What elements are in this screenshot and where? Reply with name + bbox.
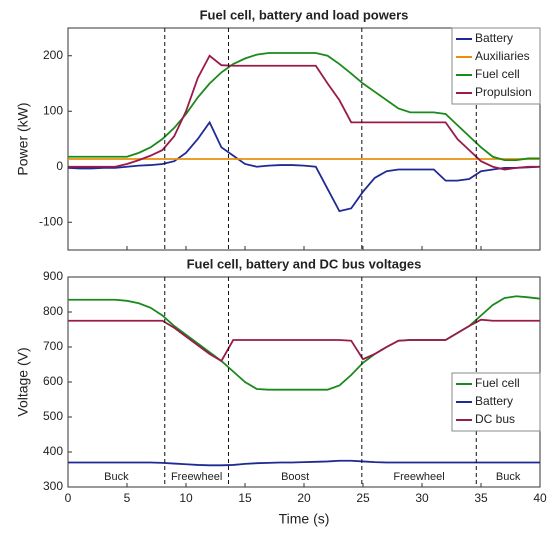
y-tick-label: 500 bbox=[43, 409, 63, 423]
legend-label: Fuel cell bbox=[475, 376, 520, 390]
legend-label: DC bus bbox=[475, 412, 515, 426]
legend-label: Fuel cell bbox=[475, 67, 520, 81]
x-tick-label: 20 bbox=[297, 491, 311, 505]
y-tick-label: 400 bbox=[43, 444, 63, 458]
series-line bbox=[68, 459, 540, 467]
y-tick-label: 700 bbox=[43, 339, 63, 353]
series-line bbox=[68, 54, 540, 171]
y-tick-label: 200 bbox=[43, 48, 63, 62]
region-label: Freewheel bbox=[393, 471, 444, 483]
legend-label: Propulsion bbox=[475, 85, 532, 99]
y-tick-label: 800 bbox=[43, 304, 63, 318]
region-label: Freewheel bbox=[171, 471, 222, 483]
region-label: Buck bbox=[496, 471, 521, 483]
y-tick-label: 300 bbox=[43, 479, 63, 493]
chart-title: Fuel cell, battery and load powers bbox=[200, 7, 409, 22]
series-line bbox=[68, 52, 540, 161]
x-tick-label: 10 bbox=[179, 491, 193, 505]
series-line bbox=[68, 318, 540, 363]
y-tick-label: 900 bbox=[43, 269, 63, 283]
legend-label: Auxiliaries bbox=[475, 49, 530, 63]
y-axis-label: Voltage (V) bbox=[15, 347, 31, 416]
y-tick-label: 600 bbox=[43, 374, 63, 388]
legend-label: Battery bbox=[475, 31, 513, 45]
x-tick-label: 35 bbox=[474, 491, 488, 505]
series-line bbox=[67, 120, 541, 213]
legend bbox=[451, 27, 541, 105]
x-tick-label: 15 bbox=[238, 491, 252, 505]
region-label: Boost bbox=[281, 471, 309, 483]
x-tick-label: 0 bbox=[65, 491, 72, 505]
x-tick-label: 25 bbox=[356, 491, 370, 505]
region-label: Buck bbox=[104, 471, 129, 483]
x-tick-label: 30 bbox=[415, 491, 429, 505]
legend-label: Battery bbox=[475, 394, 513, 408]
y-tick-label: -100 bbox=[39, 214, 63, 228]
y-axis-label: Power (kW) bbox=[15, 102, 31, 175]
y-tick-label: 100 bbox=[43, 103, 63, 117]
y-tick-label: 0 bbox=[56, 159, 63, 173]
x-tick-label: 5 bbox=[124, 491, 131, 505]
x-axis-label: Time (s) bbox=[279, 511, 330, 527]
chart-title: Fuel cell, battery and DC bus voltages bbox=[187, 256, 422, 271]
x-tick-label: 40 bbox=[533, 491, 547, 505]
